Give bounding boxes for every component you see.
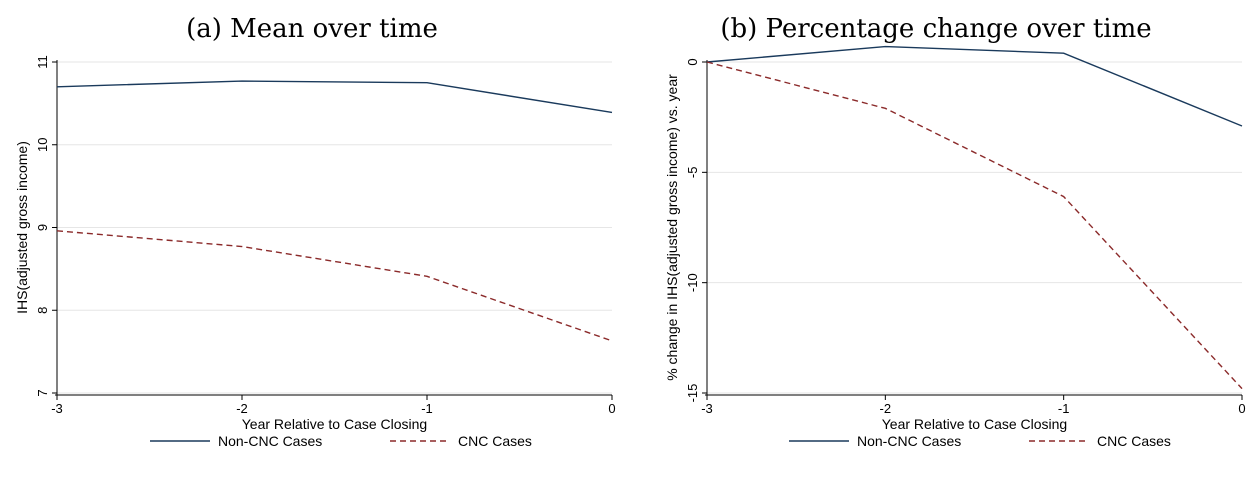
series-line-1 bbox=[56, 80, 613, 114]
x-tick-label: -2 bbox=[236, 401, 248, 416]
x-tick-label: 0 bbox=[608, 401, 615, 416]
chart-a: 7 8 9 10 11 -3 -2 -1 0 Year Relative to Case Clos… bbox=[14, 55, 616, 449]
x-tick-label: -3 bbox=[701, 401, 713, 416]
legend-label: CNC Cases bbox=[1097, 433, 1171, 449]
series-line-1 bbox=[706, 45, 1243, 127]
y-tick-label: -15 bbox=[685, 384, 700, 403]
chart-title: (a) Mean over time bbox=[186, 14, 438, 44]
y-axis-title: IHS(adjusted gross income) bbox=[14, 141, 30, 314]
y-tick-label: -10 bbox=[685, 273, 700, 292]
y-axis-title: % change in IHS(adjusted gross income) v… bbox=[664, 74, 680, 381]
x-axis-title: Year Relative to Case Closing bbox=[242, 416, 427, 432]
series-line-2 bbox=[56, 230, 613, 342]
x-axis-title: Year Relative to Case Closing bbox=[882, 416, 1067, 432]
y-tick-label: 8 bbox=[35, 307, 50, 314]
y-tick-label: 7 bbox=[35, 389, 50, 396]
y-tick-label: -5 bbox=[685, 167, 700, 179]
y-tick-label: 0 bbox=[685, 58, 700, 65]
x-tick-label: 0 bbox=[1238, 401, 1245, 416]
x-tick-label: -1 bbox=[1058, 401, 1070, 416]
legend-label: Non-CNC Cases bbox=[857, 433, 961, 449]
y-tick-label: 9 bbox=[35, 224, 50, 231]
y-tick-label: 11 bbox=[35, 55, 50, 69]
y-tick-label: 10 bbox=[35, 138, 50, 152]
x-tick-label: -1 bbox=[421, 401, 433, 416]
x-tick-label: -3 bbox=[51, 401, 63, 416]
series-line-2 bbox=[706, 61, 1243, 390]
x-tick-label: -2 bbox=[880, 401, 892, 416]
chart-title: (b) Percentage change over time bbox=[720, 14, 1152, 44]
chart-panel-a: (a) Mean over time 7 8 9 10 11 -3 -2 -1 0 Year Re… bbox=[14, 14, 616, 449]
legend-label: Non-CNC Cases bbox=[218, 433, 322, 449]
chart-panel-b: (b) Percentage change over time -15 -10 -5… bbox=[624, 0, 1248, 477]
legend-label: CNC Cases bbox=[458, 433, 532, 449]
